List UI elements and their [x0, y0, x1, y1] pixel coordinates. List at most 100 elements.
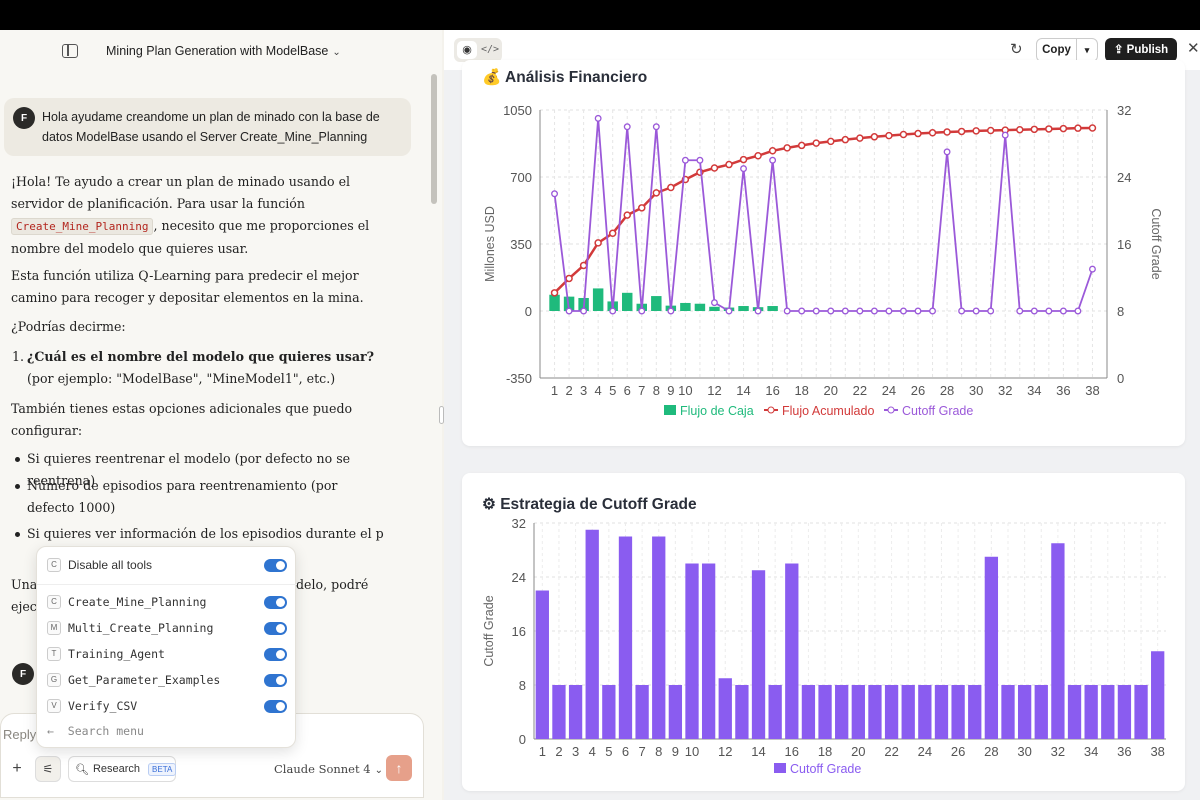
cutoff-point: [1030, 307, 1038, 315]
cumulative-point: [856, 134, 864, 142]
reply-paragraph-6-left: ejec: [11, 599, 37, 614]
cutoff-point: [972, 307, 980, 315]
cumulative-point: [579, 261, 588, 270]
cumulative-point: [710, 164, 719, 172]
chat-title[interactable]: Mining Plan Generation with ModelBase ⌄: [106, 44, 341, 58]
disable-all-toggle[interactable]: [264, 558, 287, 572]
cutoff-point: [1059, 307, 1067, 315]
cashflow-bar: [651, 296, 662, 311]
inline-code: Create_Mine_Planning: [11, 218, 154, 235]
view-mode-toggle[interactable]: ◉ </>: [454, 38, 502, 62]
search-menu-input[interactable]: ← Search menu: [47, 724, 144, 738]
tool-row[interactable]: C Create_Mine_Planning: [37, 589, 297, 615]
cutoff-bar: [618, 536, 633, 739]
add-attachment-button[interactable]: +: [12, 760, 22, 777]
financial-analysis-card: -350 0 350 700 1050 0 8 16 24 32 1 2 3 4 5 6 7 8 9 10 12 14 16…: [462, 60, 1185, 446]
cumulative-point: [1074, 124, 1082, 132]
refresh-icon[interactable]: ↻: [1010, 41, 1023, 58]
cutoff-bar: [568, 685, 583, 739]
tool-row[interactable]: T Training_Agent: [37, 641, 297, 667]
disable-all-tools-row[interactable]: C Disable all tools: [37, 552, 297, 578]
cutoff-bar: [1134, 685, 1148, 739]
cumulative-point: [812, 139, 820, 147]
y-left-tick-label: -350: [506, 371, 532, 386]
user-message: F Hola ayudame creandome un plan de mina…: [4, 98, 411, 156]
cutoff-card-title: ⚙ Estrategia de Cutoff Grade: [482, 495, 697, 514]
send-button[interactable]: ↑: [386, 755, 412, 781]
cutoff-bar: [801, 685, 816, 739]
cutoff-point: [1016, 307, 1024, 315]
y-tick-label: 0: [519, 732, 526, 747]
cutoff-point: [1001, 131, 1009, 139]
x-tick-label: 24: [882, 383, 896, 398]
cutoff-bar: [552, 685, 566, 739]
cutoff-point: [638, 307, 646, 315]
model-selector[interactable]: Claude Sonnet 4 ⌄: [274, 762, 383, 776]
cutoff-bar: [1101, 685, 1115, 739]
chat-scrollbar[interactable]: [431, 74, 437, 204]
tool-toggle[interactable]: [264, 647, 287, 661]
x-tick-label: 8: [655, 744, 662, 759]
cutoff-point: [623, 123, 631, 131]
cumulative-point: [667, 183, 675, 192]
cutoff-bar: [835, 685, 849, 739]
x-tick-label: 5: [609, 383, 616, 398]
x-tick-label: 4: [589, 744, 596, 759]
cumulative-point: [739, 155, 748, 164]
cutoff-point: [1045, 307, 1053, 315]
chevron-down-icon[interactable]: ▾: [1084, 45, 1090, 55]
cutoff-point: [943, 148, 951, 156]
panel-resize-handle[interactable]: [439, 406, 444, 424]
reply-input[interactable]: Reply: [3, 727, 37, 742]
preview-eye-icon[interactable]: ◉: [457, 41, 477, 59]
app-window: Mining Plan Generation with ModelBase ⌄ F…: [0, 30, 1200, 800]
cumulative-point: [870, 133, 879, 141]
publish-icon: ⇪: [1113, 44, 1124, 56]
close-icon[interactable]: ✕: [1187, 40, 1200, 57]
tool-toggle[interactable]: [264, 621, 287, 635]
x-tick-label: 22: [853, 383, 867, 398]
tool-row[interactable]: V Verify_CSV: [37, 693, 297, 719]
cumulative-point: [1088, 124, 1097, 132]
cumulative-point: [797, 141, 806, 150]
cumulative-point: [754, 152, 762, 160]
cutoff-bar: [1084, 685, 1098, 739]
cutoff-point: [725, 307, 733, 315]
research-button[interactable]: 🔍︎ Research BETA: [68, 756, 177, 782]
publish-button[interactable]: ⇪ Publish: [1105, 38, 1177, 62]
tool-row[interactable]: M Multi_Create_Planning: [37, 615, 297, 641]
x-tick-label: 20: [851, 744, 865, 759]
sidebar-toggle-icon[interactable]: [62, 44, 78, 58]
x-tick-label: 30: [1017, 744, 1031, 759]
cutoff-bar: [1001, 685, 1015, 739]
x-tick-label: 16: [765, 383, 779, 398]
tool-toggle[interactable]: [264, 699, 287, 713]
x-tick-label: 10: [678, 383, 692, 398]
cumulative-point: [899, 130, 908, 139]
y-right-tick-label: 32: [1117, 103, 1131, 118]
x-tick-label: 9: [667, 383, 674, 398]
cumulative-point: [841, 135, 850, 144]
tool-toggle[interactable]: [264, 673, 287, 687]
cumulative-point: [928, 129, 937, 137]
chevron-down-icon: ⌄: [374, 765, 383, 776]
x-tick-label: 24: [918, 744, 932, 759]
cutoff-bar: [668, 685, 683, 739]
tool-row[interactable]: G Get_Parameter_Examples: [37, 667, 297, 693]
cutoff-point: [900, 307, 907, 315]
x-tick-label: 30: [969, 383, 983, 398]
cumulative-point: [885, 131, 893, 140]
cutoff-bar: [701, 563, 716, 739]
publish-label: Publish: [1126, 44, 1169, 56]
copy-button[interactable]: Copy ▾: [1036, 38, 1098, 62]
cumulative-point: [608, 229, 617, 238]
bullet-dot: [15, 484, 20, 489]
tools-sliders-icon[interactable]: ⚟: [35, 756, 61, 782]
tool-toggle[interactable]: [264, 595, 287, 609]
cumulative-point: [565, 274, 573, 283]
cutoff-bar: [652, 536, 666, 739]
x-tick-label: 34: [1027, 383, 1041, 398]
code-icon[interactable]: </>: [480, 44, 500, 55]
legend-label-cutoff: Cutoff Grade: [790, 762, 861, 776]
